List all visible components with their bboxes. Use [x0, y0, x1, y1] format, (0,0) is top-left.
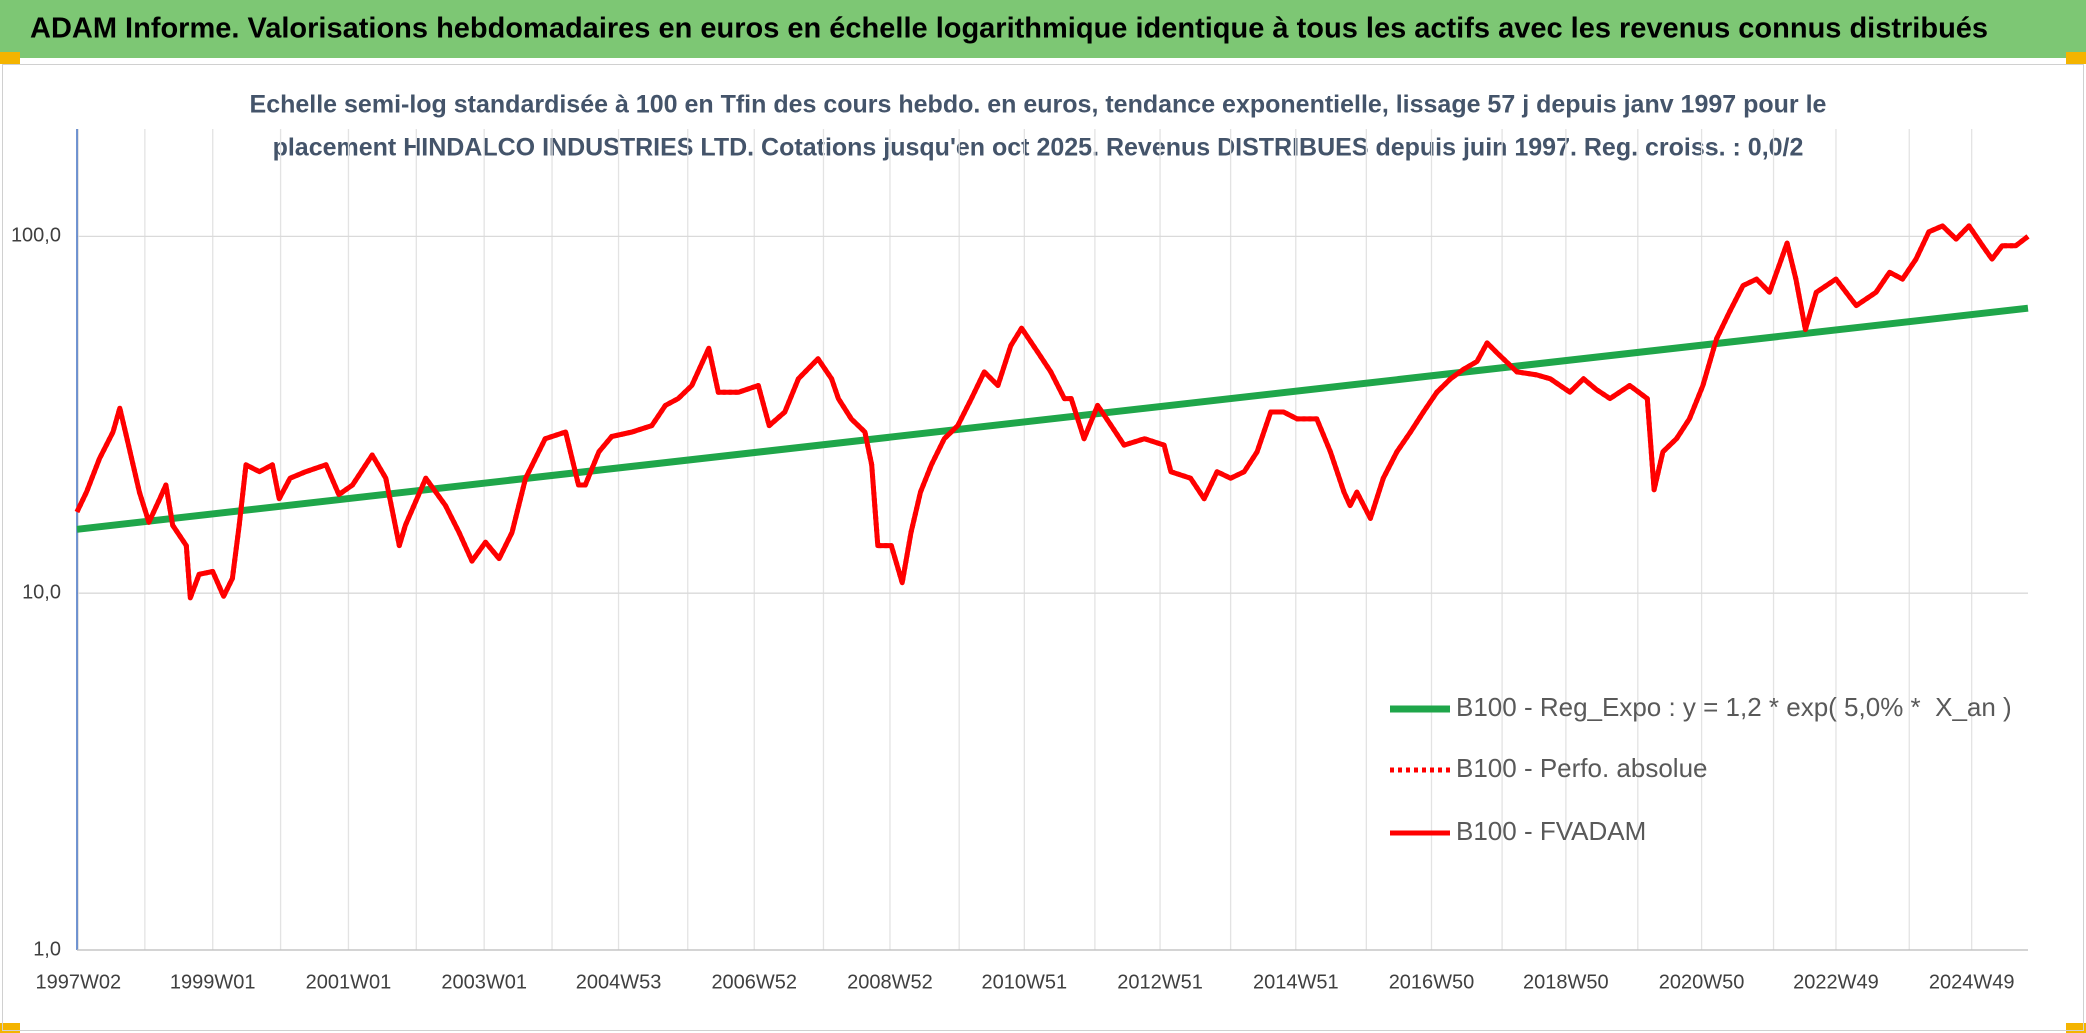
x-tick-label: 2020W50 [1659, 971, 1745, 993]
corner [2066, 52, 2086, 64]
legend-label: B100 - Perfo. absolue [1456, 753, 1708, 783]
x-tick-label: 2016W50 [1389, 971, 1475, 993]
chart-frame [2, 64, 2084, 1031]
x-tick-label: 2006W52 [711, 971, 797, 993]
x-tick-label: 1999W01 [170, 971, 256, 993]
x-tick-label: 2001W01 [306, 971, 392, 993]
x-tick-label: 2004W53 [576, 971, 662, 993]
corner [2066, 1023, 2086, 1033]
corner [0, 1023, 20, 1033]
x-tick-label: 2003W01 [441, 971, 527, 993]
x-tick-label: 2008W52 [847, 971, 933, 993]
subtitle: placement HINDALCO INDUSTRIES LTD. Cotat… [273, 134, 1804, 162]
y-tick-label: 10,0 [22, 581, 61, 603]
subtitle: Echelle semi-log standardisée à 100 en T… [250, 91, 1827, 119]
x-tick-label: 2010W51 [982, 971, 1068, 993]
x-tick-label: 2022W49 [1793, 971, 1879, 993]
x-tick-label: 2018W50 [1523, 971, 1609, 993]
y-tick-label: 1,0 [33, 938, 61, 960]
x-tick-label: 2014W51 [1253, 971, 1339, 993]
corner [0, 52, 20, 64]
data-line [74, 223, 2030, 601]
chart-title: ADAM Informe. Valorisations hebdomadaire… [30, 13, 1988, 45]
legend-label: B100 - Reg_Expo : y = 1,2 * exp( 5,0% * … [1456, 692, 2012, 722]
legend-label: B100 - FVADAM [1456, 816, 1646, 846]
data-line [76, 304, 2029, 533]
x-tick-label: 2024W49 [1929, 971, 2015, 993]
y-tick-label: 100,0 [11, 225, 61, 247]
title-banner [0, 0, 2086, 58]
x-tick-label: 1997W02 [36, 971, 122, 993]
x-tick-label: 2012W51 [1117, 971, 1203, 993]
